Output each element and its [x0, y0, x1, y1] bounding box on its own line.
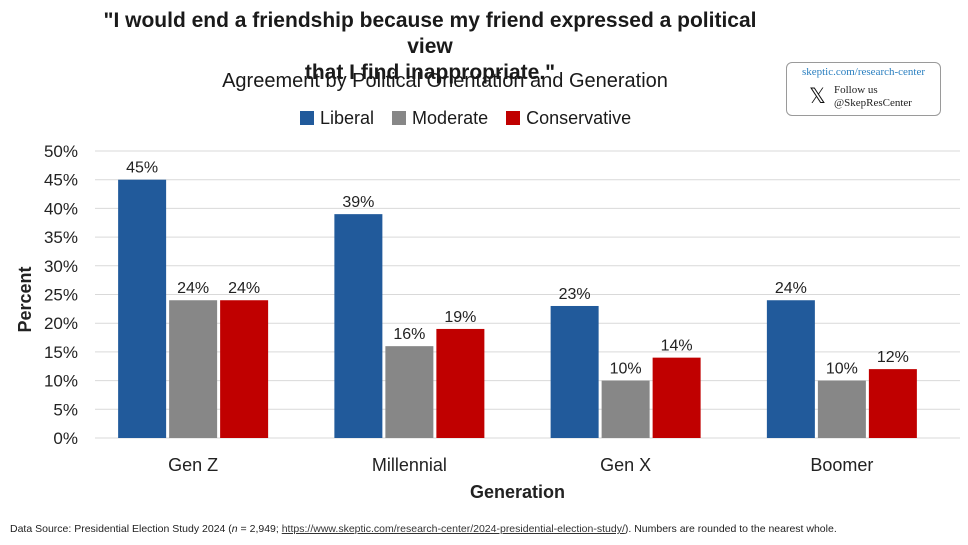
- bar-moderate: [169, 300, 218, 438]
- bar-conservative: [868, 369, 917, 438]
- y-tick-label: 25%: [44, 286, 78, 305]
- chart-title-line-1: "I would end a friendship because my fri…: [103, 9, 757, 58]
- x-axis-title: Generation: [470, 482, 565, 502]
- legend-item-conservative: Conservative: [506, 108, 631, 129]
- data-label: 14%: [661, 338, 693, 355]
- bar-moderate: [385, 346, 434, 438]
- legend-item-liberal: Liberal: [300, 108, 374, 129]
- y-tick-label: 10%: [44, 372, 78, 391]
- data-label: 10%: [826, 361, 858, 378]
- data-label: 24%: [775, 280, 807, 297]
- bar-liberal: [334, 214, 383, 438]
- legend-label-conservative: Conservative: [526, 107, 632, 128]
- legend-swatch-moderate: [392, 111, 407, 125]
- y-tick-label: 45%: [44, 171, 78, 190]
- footer-prefix: Data Source: Presidential Election Study…: [10, 523, 232, 535]
- x-tick-label: Gen Z: [168, 455, 218, 475]
- footer-source-link[interactable]: https://www.skeptic.com/research-center/…: [281, 523, 625, 535]
- x-tick-label: Gen X: [600, 455, 651, 475]
- brand-follow-text: Follow us @SkepResCenter: [834, 84, 912, 110]
- chart-title-line-2: that I find inappropriate.": [304, 61, 556, 84]
- brand-follow-line: Follow us: [834, 84, 878, 96]
- chart-title: "I would end a friendship because my fri…: [80, 8, 780, 86]
- brand-handle: @SkepResCenter: [834, 97, 912, 109]
- legend-item-moderate: Moderate: [392, 108, 488, 129]
- bar-conservative: [436, 328, 485, 438]
- bar-liberal: [550, 305, 599, 438]
- data-label: 45%: [126, 160, 158, 177]
- y-tick-label: 50%: [44, 142, 78, 161]
- y-tick-label: 40%: [44, 199, 78, 218]
- legend-swatch-conservative: [506, 111, 521, 125]
- data-label: 24%: [228, 280, 260, 297]
- data-label: 39%: [342, 194, 374, 211]
- bar-conservative: [220, 300, 269, 438]
- chart-legend: Liberal Moderate Conservative: [300, 107, 631, 129]
- y-tick-label: 35%: [44, 228, 78, 247]
- brand-badge[interactable]: skeptic.com/research-center 𝕏 Follow us …: [786, 62, 941, 116]
- y-tick-label: 30%: [44, 257, 78, 276]
- bar-conservative: [652, 357, 701, 438]
- bar-moderate: [601, 380, 650, 438]
- y-tick-label: 0%: [53, 429, 78, 448]
- y-tick-label: 15%: [44, 343, 78, 362]
- footer-n-value: = 2,949;: [237, 523, 282, 535]
- brand-url-link[interactable]: skeptic.com/research-center: [801, 66, 926, 78]
- legend-label-moderate: Moderate: [412, 107, 489, 128]
- data-source-footer: Data Source: Presidential Election Study…: [10, 523, 960, 535]
- x-tick-label: Millennial: [372, 455, 447, 475]
- legend-label-liberal: Liberal: [320, 107, 375, 128]
- data-label: 10%: [610, 361, 642, 378]
- footer-n-italic: n: [231, 523, 238, 535]
- data-label: 19%: [444, 309, 476, 326]
- y-tick-label: 20%: [44, 314, 78, 333]
- data-label: 16%: [393, 326, 425, 343]
- y-axis-title: Percent: [15, 266, 35, 332]
- chart-subtitle: Agreement by Political Orientation and G…: [222, 70, 668, 92]
- bar-liberal: [766, 300, 815, 438]
- y-tick-label: 5%: [53, 400, 78, 419]
- x-tick-label: Boomer: [810, 455, 873, 475]
- bar-liberal: [118, 179, 167, 438]
- data-label: 23%: [559, 286, 591, 303]
- footer-suffix: ). Numbers are rounded to the nearest wh…: [624, 523, 837, 535]
- data-label: 24%: [177, 280, 209, 297]
- bar-moderate: [817, 380, 866, 438]
- x-logo-icon: 𝕏: [809, 84, 826, 108]
- data-label: 12%: [877, 349, 909, 366]
- legend-swatch-liberal: [300, 111, 314, 125]
